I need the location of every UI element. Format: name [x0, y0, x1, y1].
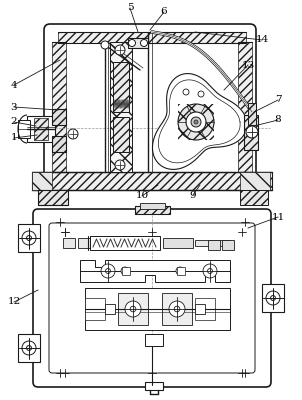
Circle shape — [207, 268, 212, 274]
Circle shape — [115, 45, 125, 55]
Bar — [162, 293, 192, 325]
Circle shape — [186, 112, 206, 132]
Bar — [113, 62, 129, 112]
Circle shape — [130, 306, 136, 312]
Bar — [52, 42, 66, 172]
Bar — [145, 382, 163, 390]
Circle shape — [115, 160, 125, 170]
Bar — [118, 293, 148, 325]
Circle shape — [271, 296, 275, 300]
Circle shape — [176, 267, 184, 275]
Circle shape — [68, 129, 78, 139]
Text: 7: 7 — [275, 96, 281, 104]
Circle shape — [194, 120, 198, 124]
Bar — [27, 116, 55, 142]
Bar — [262, 284, 284, 312]
Text: 13: 13 — [241, 60, 255, 70]
Bar — [195, 304, 205, 314]
Text: 6: 6 — [161, 8, 167, 16]
Bar — [52, 109, 66, 125]
Bar — [145, 334, 163, 346]
Bar — [240, 172, 270, 190]
FancyBboxPatch shape — [44, 24, 256, 184]
Circle shape — [174, 306, 180, 312]
Bar — [128, 38, 148, 48]
Bar — [195, 298, 215, 320]
Polygon shape — [153, 74, 247, 170]
Polygon shape — [80, 260, 230, 282]
Circle shape — [191, 117, 201, 127]
Text: 3: 3 — [11, 102, 17, 112]
Bar — [34, 118, 48, 140]
Bar — [244, 115, 258, 150]
FancyBboxPatch shape — [33, 209, 271, 387]
Circle shape — [101, 41, 109, 49]
Circle shape — [183, 89, 189, 95]
Bar — [110, 42, 132, 172]
Circle shape — [140, 40, 147, 46]
Bar — [122, 267, 130, 275]
Circle shape — [128, 40, 136, 46]
Bar — [195, 240, 230, 246]
Bar — [52, 136, 66, 152]
Circle shape — [27, 346, 31, 350]
Circle shape — [101, 264, 115, 278]
Bar — [177, 267, 185, 275]
Bar — [163, 238, 193, 248]
Text: 5: 5 — [127, 4, 133, 12]
Bar — [18, 224, 40, 252]
Circle shape — [169, 301, 185, 317]
Bar — [113, 117, 129, 152]
Circle shape — [22, 231, 36, 245]
Circle shape — [246, 126, 258, 138]
Text: 12: 12 — [7, 298, 21, 306]
Circle shape — [27, 236, 31, 240]
Bar — [38, 190, 68, 205]
Text: 14: 14 — [255, 36, 268, 44]
Circle shape — [121, 267, 129, 275]
Text: 8: 8 — [275, 116, 281, 124]
Bar — [18, 120, 30, 138]
Circle shape — [266, 291, 280, 305]
Bar — [140, 203, 165, 209]
Bar — [178, 104, 214, 140]
Bar — [32, 172, 272, 190]
Bar — [248, 103, 256, 125]
Text: 10: 10 — [135, 192, 149, 200]
Bar — [58, 32, 246, 43]
Bar — [222, 240, 234, 250]
Text: 2: 2 — [11, 118, 17, 126]
Circle shape — [22, 341, 36, 355]
Bar — [85, 288, 230, 330]
Text: 4: 4 — [11, 80, 17, 90]
Circle shape — [125, 301, 141, 317]
Bar — [238, 42, 252, 172]
Circle shape — [106, 268, 111, 274]
Circle shape — [198, 91, 204, 97]
Bar — [78, 238, 90, 248]
Text: 11: 11 — [271, 212, 284, 222]
Bar — [240, 190, 268, 205]
Circle shape — [178, 104, 214, 140]
Bar — [135, 206, 170, 214]
Bar — [90, 236, 160, 250]
Bar — [63, 238, 75, 248]
Bar — [32, 172, 52, 190]
Bar — [208, 240, 220, 250]
Bar — [105, 304, 115, 314]
FancyBboxPatch shape — [49, 223, 255, 373]
Bar — [18, 334, 40, 362]
Text: 1: 1 — [11, 134, 17, 142]
Text: 9: 9 — [190, 190, 196, 200]
Bar — [85, 298, 105, 320]
Circle shape — [203, 264, 217, 278]
